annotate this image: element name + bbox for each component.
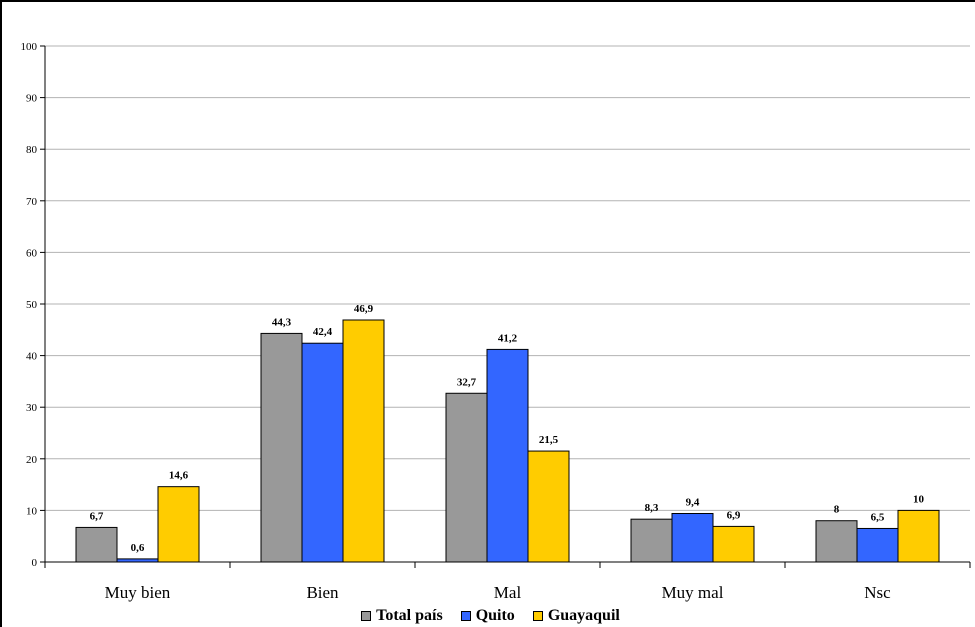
y-tick-label: 30 [26,402,38,414]
data-label: 44,3 [272,316,292,328]
data-label: 8,3 [645,502,659,514]
x-tick-label: Mal [494,583,522,602]
legend-label: Total país [376,607,443,624]
bar [630,518,673,563]
legend-item: Total país [361,607,443,625]
y-tick-label: 100 [21,41,38,53]
data-label: 6,9 [727,509,741,521]
bar [260,332,303,563]
bar [301,342,344,563]
data-label: 14,6 [169,470,189,482]
y-tick-label: 70 [26,196,38,208]
x-tick-label: Muy bien [105,583,171,602]
data-label: 0,6 [131,542,145,554]
legend-swatch [460,611,471,621]
bar [342,319,385,563]
legend: Total país Quito Guayaquil [0,606,975,626]
y-tick-label: 80 [26,144,38,156]
y-tick-label: 60 [26,247,38,259]
data-label: 6,7 [90,510,104,522]
data-label: 32,7 [457,376,477,388]
bar [527,450,570,563]
y-tick-label: 40 [26,351,38,363]
y-tick-label: 0 [32,557,38,569]
legend-label: Quito [475,607,515,624]
data-label: 9,4 [686,496,700,508]
legend-label: Guayaquil [547,607,620,624]
legend-swatch [532,611,543,621]
x-tick-label: Muy mal [662,583,724,602]
data-label: 41,2 [498,332,518,344]
bar [712,525,755,563]
bar [815,520,858,563]
y-tick-label: 10 [26,505,38,517]
y-tick-label: 20 [26,454,38,466]
y-tick-label: 90 [26,93,38,105]
bar [157,486,200,563]
bar [486,348,529,563]
x-tick-label: Bien [306,583,339,602]
bar [897,509,940,563]
legend-item: Guayaquil [532,607,620,625]
data-label: 21,5 [539,434,559,446]
legend-item: Quito [460,607,515,625]
bar [445,392,488,563]
bar [671,512,714,563]
x-tick-label: Nsc [864,583,891,602]
data-label: 42,4 [313,326,333,338]
data-label: 6,5 [871,511,885,523]
bar [116,558,159,563]
data-label: 10 [913,493,925,505]
data-label: 46,9 [354,303,374,315]
legend-swatch [361,611,372,621]
data-label: 8 [834,504,840,516]
bar [856,527,899,563]
y-tick-label: 50 [26,299,38,311]
bar [75,526,118,563]
